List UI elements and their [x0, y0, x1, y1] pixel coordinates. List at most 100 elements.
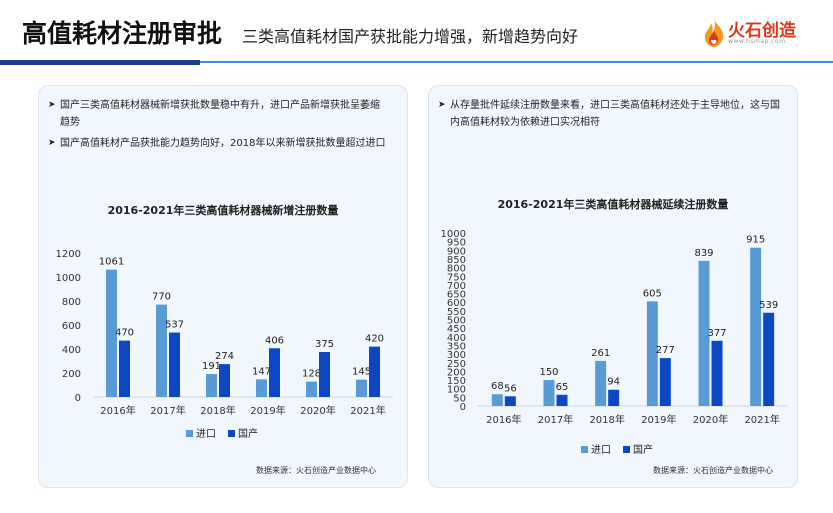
data-label: 145 — [352, 367, 371, 378]
x-tick-label: 2018年 — [200, 404, 235, 417]
logo-text: 火石创造 — [728, 21, 796, 41]
data-label: 150 — [539, 367, 558, 378]
left-panel — [38, 85, 408, 488]
y-tick-label: 550 — [447, 307, 466, 318]
brand-logo: 火石创造 www.hsmap.com — [703, 16, 796, 52]
bar-domestic — [269, 348, 280, 397]
bar-import — [156, 304, 167, 397]
page-title: 高值耗材注册审批 — [22, 19, 223, 48]
bullet-text: 国产高值耗材产品获批能力趋势向好，2018年以来新增获批数量超过进口 — [60, 138, 386, 149]
data-label: 406 — [265, 335, 284, 346]
legend-label: 国产 — [633, 443, 653, 456]
data-label: 94 — [607, 377, 620, 388]
x-tick-label: 2017年 — [538, 413, 573, 426]
renewal-registration-bar-chart: 0501001502002503003504004505005506006507… — [441, 229, 788, 456]
flame-icon — [705, 19, 724, 47]
arrow-bullet-icon: ➤ — [48, 138, 56, 148]
x-tick-label: 2018年 — [589, 413, 624, 426]
bullet-text: 从存量批件延续注册数量来看，进口三类高值耗材还处于主导地位，这与国内高值耗材较为… — [450, 100, 780, 128]
y-tick-label: 0 — [460, 402, 466, 413]
bar-domestic — [556, 394, 568, 406]
y-tick-label: 1000 — [441, 229, 466, 240]
data-label: 375 — [315, 339, 334, 350]
data-label: 277 — [656, 345, 675, 356]
right-panel — [428, 85, 798, 488]
bar-import — [256, 379, 267, 397]
y-tick-label: 700 — [447, 281, 466, 292]
y-tick-label: 250 — [447, 359, 466, 370]
bar-import — [698, 260, 710, 406]
y-tick-label: 50 — [453, 393, 466, 404]
arrow-bullet-icon: ➤ — [438, 100, 446, 110]
bar-import — [106, 269, 117, 397]
y-tick-label: 750 — [447, 272, 466, 283]
data-source-note: 数据来源：火石创造产业数据中心 — [653, 466, 773, 475]
bar-domestic — [711, 340, 723, 406]
bar-domestic — [219, 364, 230, 397]
y-tick-label: 950 — [447, 238, 466, 249]
data-label: 1061 — [99, 257, 124, 268]
y-tick-label: 400 — [447, 333, 466, 344]
y-tick-label: 100 — [447, 385, 466, 396]
data-label: 915 — [746, 235, 765, 246]
bar-import — [750, 247, 762, 406]
data-label: 56 — [504, 383, 517, 394]
data-label: 68 — [491, 381, 504, 392]
right-bullet-list: ➤ 从存量批件延续注册数量来看，进口三类高值耗材还处于主导地位，这与国内高值耗材… — [438, 97, 783, 135]
bar-domestic — [763, 312, 775, 406]
bar-domestic — [169, 332, 180, 397]
legend-label: 进口 — [196, 428, 216, 440]
bar-domestic — [119, 340, 130, 397]
bar-domestic — [608, 389, 620, 406]
bar-domestic — [369, 346, 380, 397]
data-label: 147 — [252, 366, 271, 377]
y-tick-label: 450 — [447, 324, 466, 335]
bar-import — [595, 360, 607, 406]
bullet-item: ➤ 国产高值耗材产品获批能力趋势向好，2018年以来新增获批数量超过进口 — [48, 135, 388, 152]
data-label: 261 — [591, 348, 610, 359]
y-tick-label: 300 — [447, 350, 466, 361]
x-tick-label: 2020年 — [300, 404, 335, 417]
y-tick-label: 350 — [447, 341, 466, 352]
x-tick-label: 2019年 — [250, 404, 285, 417]
data-label: 377 — [707, 328, 726, 339]
y-tick-label: 1000 — [56, 273, 81, 284]
y-tick-label: 200 — [62, 369, 81, 380]
y-tick-label: 200 — [447, 367, 466, 378]
legend-swatch — [623, 446, 630, 453]
data-label: 470 — [115, 328, 134, 339]
data-label: 539 — [759, 300, 778, 311]
bar-import — [356, 379, 367, 397]
title-underline — [0, 60, 833, 65]
x-tick-label: 2019年 — [641, 413, 676, 426]
legend-swatch — [186, 430, 193, 437]
legend-label: 国产 — [238, 427, 258, 440]
bar-import — [306, 381, 317, 397]
bullet-text: 国产三类高值耗材器械新增获批数量稳中有升，进口产品新增获批呈萎缩趋势 — [60, 100, 380, 128]
y-tick-label: 800 — [447, 264, 466, 275]
bar-domestic — [504, 396, 516, 406]
y-tick-label: 900 — [447, 246, 466, 257]
legend-swatch — [581, 446, 588, 453]
left-bullet-list: ➤ 国产三类高值耗材器械新增获批数量稳中有升，进口产品新增获批呈萎缩趋势 ➤ 国… — [48, 97, 388, 156]
y-tick-label: 1200 — [56, 249, 81, 260]
arrow-bullet-icon: ➤ — [48, 100, 56, 110]
x-tick-label: 2021年 — [744, 413, 779, 426]
bullet-item: ➤ 从存量批件延续注册数量来看，进口三类高值耗材还处于主导地位，这与国内高值耗材… — [438, 97, 783, 131]
data-label: 605 — [643, 288, 662, 299]
data-label: 128 — [302, 369, 321, 380]
bar-domestic — [319, 352, 330, 397]
y-tick-label: 500 — [447, 316, 466, 327]
data-label: 839 — [694, 248, 713, 259]
y-tick-label: 150 — [447, 376, 466, 387]
bullet-item: ➤ 国产三类高值耗材器械新增获批数量稳中有升，进口产品新增获批呈萎缩趋势 — [48, 97, 388, 131]
bar-import — [491, 394, 503, 406]
x-tick-label: 2016年 — [100, 404, 135, 417]
data-label: 420 — [365, 334, 384, 345]
data-source-note: 数据来源：火石创造产业数据中心 — [256, 466, 376, 475]
x-tick-label: 2016年 — [486, 413, 521, 426]
data-label: 770 — [152, 292, 171, 303]
x-tick-label: 2020年 — [693, 413, 728, 426]
y-tick-label: 650 — [447, 290, 466, 301]
y-tick-label: 600 — [447, 298, 466, 309]
